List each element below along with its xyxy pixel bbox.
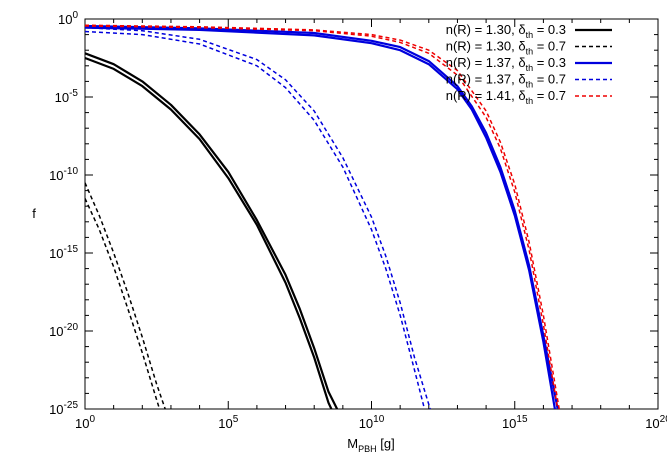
x-tick-label: 1020 bbox=[645, 414, 667, 431]
x-axis-label-main: M bbox=[347, 436, 358, 451]
x-tick-label: 100 bbox=[75, 414, 95, 431]
legend: n(R) = 1.30, δth = 0.3n(R) = 1.30, δth =… bbox=[446, 22, 612, 106]
y-axis-label: f bbox=[32, 206, 36, 221]
series-0-line-0 bbox=[85, 56, 333, 409]
y-tick-label: 10-5 bbox=[55, 88, 79, 105]
series-1-line-0 bbox=[85, 198, 161, 409]
y-tick-label: 10-20 bbox=[49, 322, 78, 339]
x-axis-label: MPBH [g] bbox=[347, 436, 394, 454]
legend-label-1: n(R) = 1.30, δth = 0.7 bbox=[446, 39, 566, 57]
legend-label-3: n(R) = 1.37, δth = 0.7 bbox=[446, 72, 566, 90]
x-tick-label: 105 bbox=[218, 414, 238, 431]
series-0-line-1 bbox=[85, 52, 339, 409]
y-tick-label: 10-10 bbox=[49, 166, 78, 183]
x-axis-label-sub: PBH bbox=[358, 444, 377, 454]
x-tick-label: 1015 bbox=[502, 414, 528, 431]
series-3-line-0 bbox=[85, 30, 426, 409]
plot-frame bbox=[84, 18, 659, 410]
series-4-line-1 bbox=[85, 24, 560, 409]
axis-ticks: 100 105 1010 1015 1020 100 10-5 10-10 10-15 10-20… bbox=[49, 10, 667, 431]
x-tick-label: 1010 bbox=[359, 414, 385, 431]
series-3-line-1 bbox=[85, 26, 431, 409]
y-tick-label: 10-15 bbox=[49, 244, 78, 261]
y-tick-label: 100 bbox=[58, 10, 78, 27]
series-2-line-1 bbox=[85, 26, 556, 409]
legend-label-0: n(R) = 1.30, δth = 0.3 bbox=[446, 22, 566, 40]
legend-label-2: n(R) = 1.37, δth = 0.3 bbox=[446, 55, 566, 73]
x-axis-label-unit-text: [g] bbox=[380, 436, 394, 451]
series-1-line-1 bbox=[85, 182, 166, 409]
series-2-line-0 bbox=[85, 24, 559, 409]
y-tick-label: 10-25 bbox=[49, 400, 78, 417]
plot-curves bbox=[85, 24, 560, 409]
legend-label-4: n(R) = 1.41, δth = 0.7 bbox=[446, 88, 566, 106]
